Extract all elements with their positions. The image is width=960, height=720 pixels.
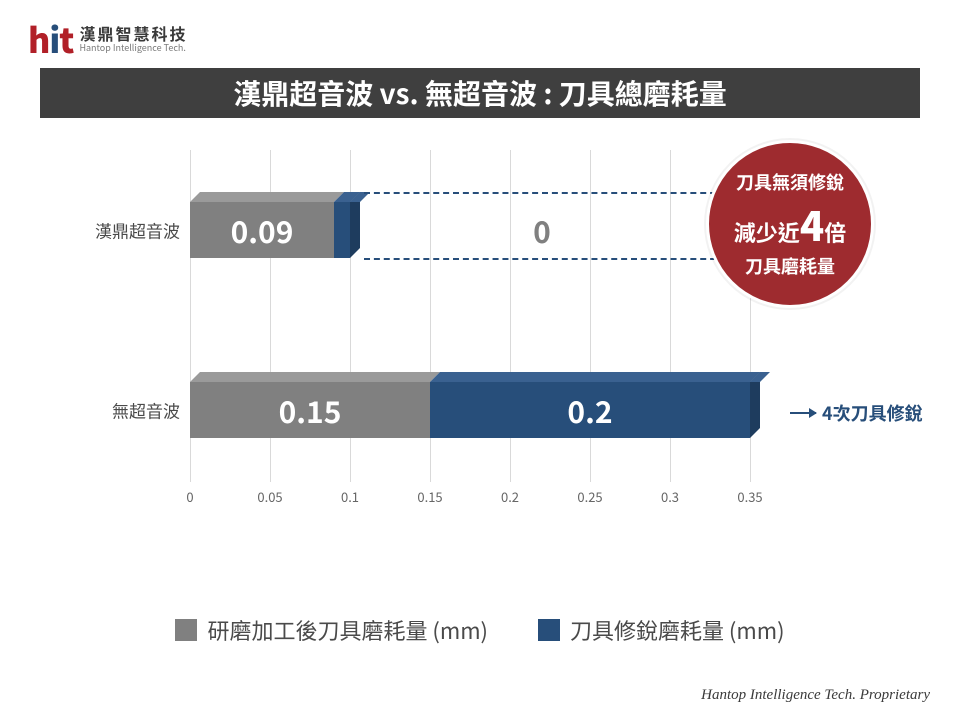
- logo-cn: 漢鼎智慧科技: [79, 25, 187, 41]
- annotation-text: 4次刀具修銳: [822, 400, 923, 426]
- x-tick-label: 0.15: [417, 487, 442, 506]
- badge-line3: 刀具磨耗量: [745, 253, 835, 279]
- x-tick-label: 0.3: [661, 487, 679, 506]
- legend-label: 研磨加工後刀具磨耗量 (mm): [207, 614, 488, 646]
- logo-mark: hit: [28, 14, 73, 63]
- badge-line2: 減少近4倍: [734, 195, 846, 253]
- legend-swatch: [538, 619, 560, 641]
- logo-text: 漢鼎智慧科技 Hantop Intelligence Tech.: [79, 25, 187, 52]
- chart-title-text: 漢鼎超音波 vs. 無超音波 : 刀具總磨耗量: [233, 73, 727, 113]
- chart-title: 漢鼎超音波 vs. 無超音波 : 刀具總磨耗量: [40, 68, 920, 118]
- x-tick-label: 0.25: [577, 487, 602, 506]
- category-label: 漢鼎超音波: [60, 218, 180, 243]
- category-label: 無超音波: [60, 398, 180, 423]
- bar-value-label: 0: [533, 208, 551, 252]
- x-tick-label: 0.05: [257, 487, 282, 506]
- legend-swatch: [175, 619, 197, 641]
- legend: 研磨加工後刀具磨耗量 (mm) 刀具修銳磨耗量 (mm): [0, 614, 960, 646]
- x-tick-label: 0: [186, 487, 193, 506]
- reference-dash: [364, 258, 726, 260]
- logo: hit 漢鼎智慧科技 Hantop Intelligence Tech.: [28, 14, 187, 63]
- bar-value-label: 0.15: [279, 388, 342, 432]
- reference-dash: [364, 192, 726, 194]
- x-tick-label: 0.35: [737, 487, 762, 506]
- arrow-icon: [790, 412, 816, 414]
- badge-line1: 刀具無須修銳: [736, 169, 844, 195]
- x-tick-label: 0.1: [341, 487, 359, 506]
- legend-label: 刀具修銳磨耗量 (mm): [570, 614, 785, 646]
- highlight-badge: 刀具無須修銳 減少近4倍 刀具磨耗量: [706, 140, 874, 308]
- footer-proprietary: Hantop Intelligence Tech. Proprietary: [701, 687, 930, 704]
- bar-segment: [334, 202, 350, 258]
- legend-item: 刀具修銳磨耗量 (mm): [538, 614, 785, 646]
- bar-value-label: 0.09: [231, 208, 294, 252]
- x-tick-label: 0.2: [501, 487, 519, 506]
- annotation-arrow: 4次刀具修銳: [790, 400, 923, 426]
- logo-en: Hantop Intelligence Tech.: [79, 43, 187, 52]
- bar-value-label: 0.2: [567, 388, 612, 432]
- legend-item: 研磨加工後刀具磨耗量 (mm): [175, 614, 488, 646]
